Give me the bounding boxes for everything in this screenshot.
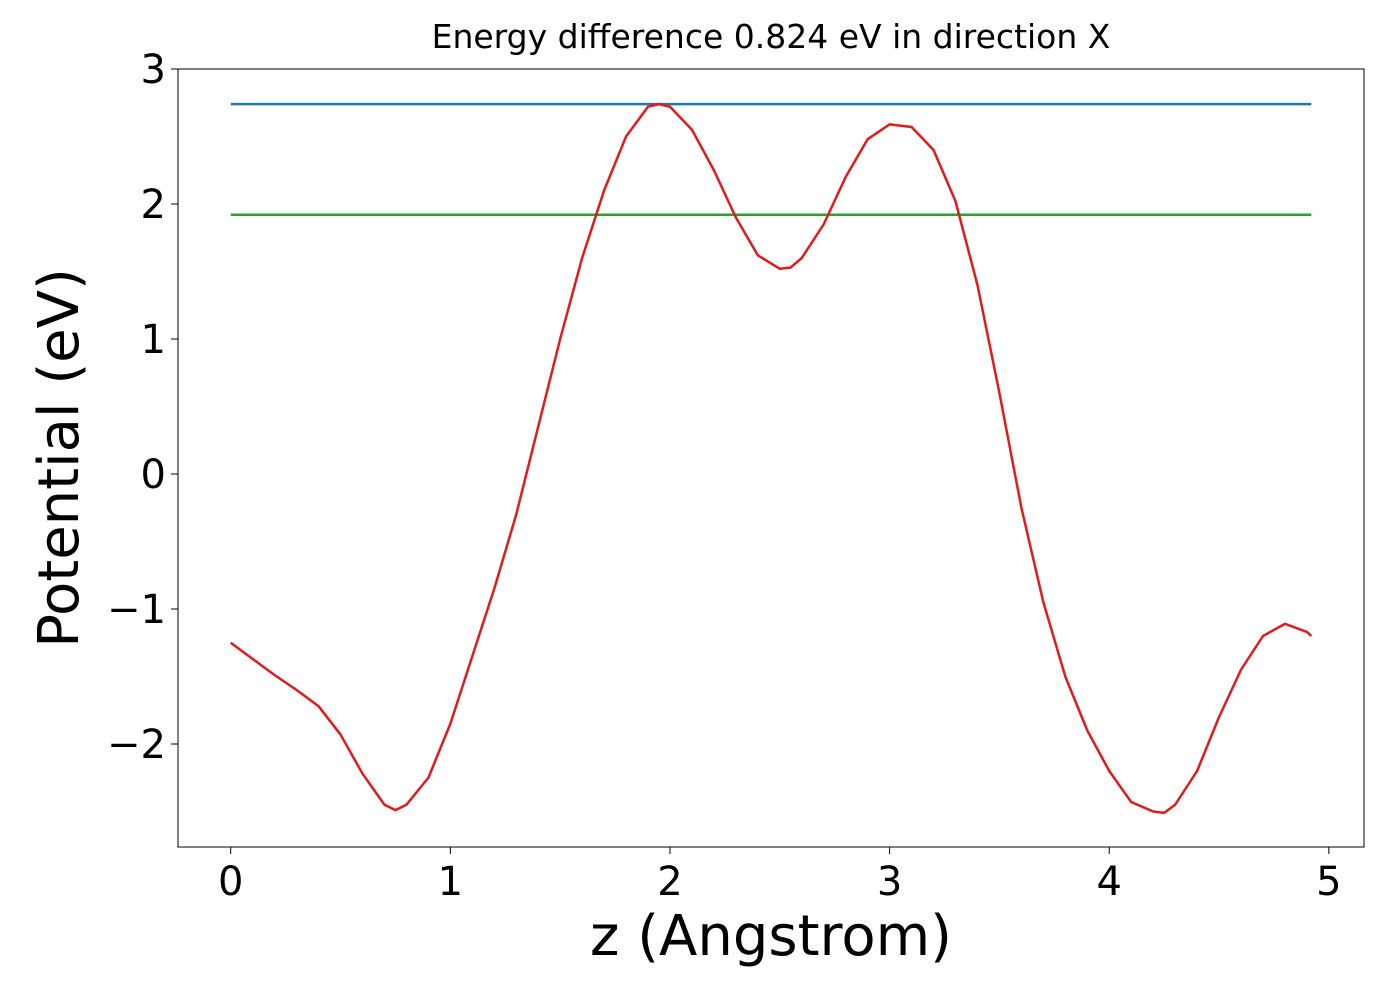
x-tick-label: 4: [1097, 859, 1122, 905]
y-tick-label: 0: [141, 452, 166, 498]
x-tick-label: 3: [877, 859, 902, 905]
plot-frame: [177, 68, 1365, 848]
x-tick-label: 2: [657, 859, 682, 905]
y-tick-label: −2: [107, 722, 166, 768]
y-tick-label: 1: [141, 317, 166, 363]
y-axis-label: Potential (eV): [27, 268, 92, 648]
x-tick-label: 1: [438, 859, 463, 905]
series-line: [229, 102, 1313, 815]
x-tick-label: 5: [1316, 859, 1341, 905]
chart-title: Energy difference 0.824 eV in direction …: [432, 17, 1111, 56]
y-tick-label: 2: [141, 182, 166, 228]
y-tick-label: 3: [141, 47, 166, 93]
x-tick-label: 0: [218, 859, 243, 905]
y-tick-label: −1: [107, 587, 166, 633]
x-axis-label: z (Angstrom): [590, 904, 952, 969]
